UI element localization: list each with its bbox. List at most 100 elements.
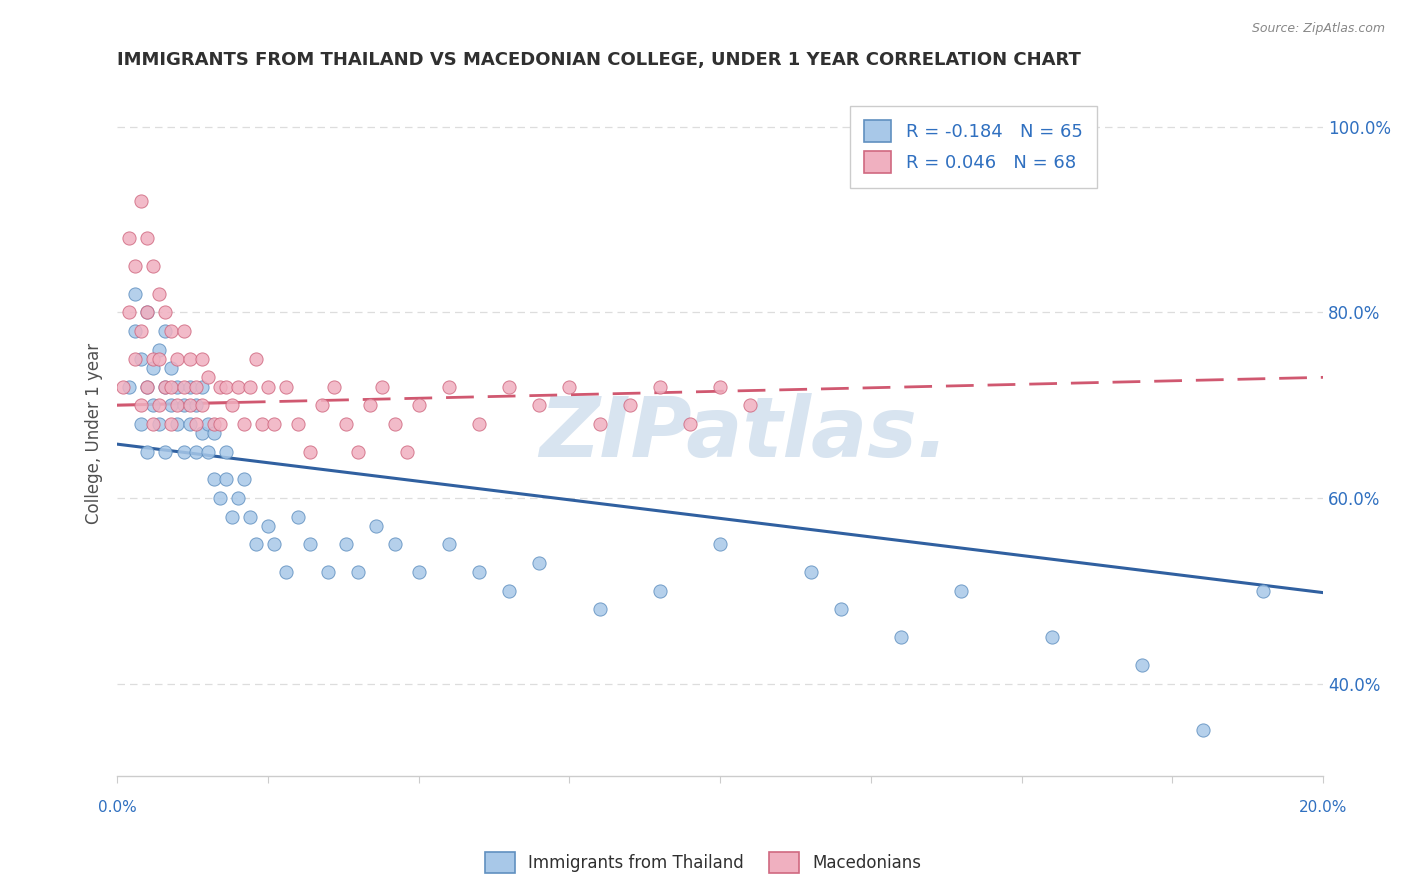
- Point: [190, 351, 212, 366]
- Point: [173, 324, 195, 338]
- Point: [287, 509, 309, 524]
- Point: [323, 379, 346, 393]
- Point: [257, 379, 280, 393]
- Point: [215, 379, 238, 393]
- Point: [384, 537, 406, 551]
- Point: [1191, 723, 1213, 737]
- Point: [335, 417, 357, 431]
- Point: [287, 417, 309, 431]
- Point: [136, 444, 159, 458]
- Point: [588, 602, 610, 616]
- Point: [468, 417, 491, 431]
- Point: [257, 518, 280, 533]
- Point: [148, 286, 170, 301]
- Point: [166, 351, 188, 366]
- Point: [202, 417, 225, 431]
- Point: [316, 565, 339, 579]
- Text: 0.0%: 0.0%: [98, 799, 136, 814]
- Point: [160, 361, 183, 376]
- Y-axis label: College, Under 1 year: College, Under 1 year: [86, 343, 103, 524]
- Text: ZIPatlas.: ZIPatlas.: [540, 392, 949, 474]
- Point: [155, 379, 177, 393]
- Point: [498, 583, 520, 598]
- Point: [131, 398, 153, 412]
- Point: [166, 417, 188, 431]
- Point: [232, 472, 254, 486]
- Point: [118, 379, 141, 393]
- Point: [299, 537, 322, 551]
- Point: [800, 565, 823, 579]
- Point: [648, 379, 671, 393]
- Point: [131, 194, 153, 208]
- Point: [263, 417, 285, 431]
- Point: [155, 324, 177, 338]
- Point: [239, 379, 262, 393]
- Point: [142, 417, 165, 431]
- Point: [155, 379, 177, 393]
- Point: [208, 491, 231, 505]
- Point: [408, 565, 430, 579]
- Point: [179, 379, 201, 393]
- Point: [226, 379, 249, 393]
- Point: [740, 398, 762, 412]
- Point: [232, 417, 254, 431]
- Point: [384, 417, 406, 431]
- Point: [437, 537, 460, 551]
- Point: [148, 351, 170, 366]
- Point: [142, 351, 165, 366]
- Point: [197, 444, 219, 458]
- Point: [371, 379, 394, 393]
- Point: [529, 556, 551, 570]
- Point: [529, 398, 551, 412]
- Point: [1251, 583, 1274, 598]
- Point: [136, 379, 159, 393]
- Point: [202, 425, 225, 440]
- Point: [124, 351, 146, 366]
- Point: [136, 305, 159, 319]
- Point: [160, 379, 183, 393]
- Point: [250, 417, 273, 431]
- Point: [179, 417, 201, 431]
- Point: [136, 231, 159, 245]
- Point: [173, 398, 195, 412]
- Point: [208, 379, 231, 393]
- Point: [124, 324, 146, 338]
- Point: [830, 602, 852, 616]
- Point: [245, 351, 267, 366]
- Point: [679, 417, 702, 431]
- Legend: R = -0.184   N = 65, R = 0.046   N = 68: R = -0.184 N = 65, R = 0.046 N = 68: [849, 105, 1097, 187]
- Point: [136, 305, 159, 319]
- Point: [124, 259, 146, 273]
- Point: [709, 537, 731, 551]
- Point: [468, 565, 491, 579]
- Point: [226, 491, 249, 505]
- Point: [648, 583, 671, 598]
- Point: [202, 472, 225, 486]
- Point: [359, 398, 381, 412]
- Point: [890, 630, 912, 644]
- Point: [437, 379, 460, 393]
- Point: [190, 398, 212, 412]
- Point: [558, 379, 581, 393]
- Point: [179, 398, 201, 412]
- Text: 20.0%: 20.0%: [1299, 799, 1347, 814]
- Point: [190, 425, 212, 440]
- Point: [173, 444, 195, 458]
- Point: [148, 417, 170, 431]
- Text: Source: ZipAtlas.com: Source: ZipAtlas.com: [1251, 22, 1385, 36]
- Point: [184, 417, 207, 431]
- Point: [498, 379, 520, 393]
- Point: [148, 343, 170, 357]
- Point: [173, 379, 195, 393]
- Point: [950, 583, 973, 598]
- Point: [347, 444, 370, 458]
- Point: [118, 305, 141, 319]
- Point: [112, 379, 135, 393]
- Point: [1130, 658, 1153, 673]
- Point: [588, 417, 610, 431]
- Point: [395, 444, 418, 458]
- Point: [197, 370, 219, 384]
- Point: [118, 231, 141, 245]
- Point: [148, 398, 170, 412]
- Point: [142, 398, 165, 412]
